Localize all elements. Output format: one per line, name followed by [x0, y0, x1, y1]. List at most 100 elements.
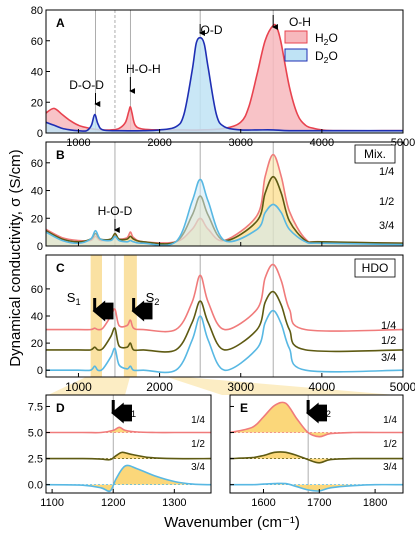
series-line-c34	[46, 309, 403, 374]
peak-label: H-O-D	[98, 204, 133, 218]
y-tick-label: 20	[31, 338, 43, 350]
y-tick-label: 0	[37, 365, 43, 377]
y-tick-label: 80	[31, 5, 43, 17]
plot-area-B	[46, 142, 403, 246]
y-tick-label: 7.5	[28, 401, 43, 413]
x-tick-label: 3000	[228, 137, 252, 149]
axes-frame	[229, 394, 404, 494]
panel-B: 0 20 40 60 B Mix. H-O-D 1/4 1/2 3/4	[31, 141, 404, 253]
panel-letter: B	[56, 148, 65, 162]
highlight-band	[123, 255, 137, 377]
panel-tag: Mix.	[354, 144, 396, 164]
y-tick-label: 60	[31, 158, 43, 170]
series-label: 1/4	[383, 415, 397, 426]
y-tick-label: 2.5	[28, 454, 43, 466]
series-line-c12	[46, 451, 211, 461]
panel-C: 0 20 40 60 C 1000 2000 3000 4000 5000 HDO S1 S2 1/4 1/…	[31, 254, 415, 394]
series-line-c12	[46, 290, 403, 353]
highlight-band	[90, 255, 102, 377]
series-label: 3/4	[383, 462, 397, 473]
series-line-c14	[46, 263, 403, 333]
x-tick-label: 1300	[162, 497, 186, 509]
series-line-c14	[46, 426, 211, 434]
series-line-c34	[46, 178, 403, 246]
x-tick-label: 1600	[251, 497, 275, 509]
x-tick-label: 2000	[146, 380, 173, 394]
series-label: 3/4	[379, 220, 394, 232]
series-label: 1/4	[381, 320, 396, 332]
peak-label: O-H	[289, 15, 311, 29]
y-tick-label: 0	[37, 241, 43, 253]
zoom-callouts	[48, 377, 395, 395]
plot-area-A	[46, 10, 403, 133]
legend-swatch	[284, 30, 308, 44]
panel-letter: C	[56, 261, 65, 275]
series-fill	[46, 154, 403, 246]
peak-label: O-D	[201, 23, 223, 37]
series-line-c12	[230, 451, 403, 464]
peak-label: H-O-H	[126, 62, 161, 76]
state-label: S1	[67, 290, 81, 307]
x-tick-label: 2000	[147, 137, 171, 149]
y-tick-label: 40	[31, 67, 43, 79]
series-label: 1/2	[383, 439, 397, 450]
axes-frame	[45, 141, 404, 247]
y-tick-label: 40	[31, 311, 43, 323]
series-label: 1/4	[191, 415, 205, 426]
y-tick-label: 20	[31, 213, 43, 225]
y-tick-label: 5.0	[28, 428, 43, 440]
y-axis-label: Dynamical conductivity, σ (S/cm)	[7, 149, 24, 366]
series-fill	[46, 465, 211, 492]
panel-letter: A	[56, 16, 65, 30]
panel-tag: HDO	[354, 258, 396, 278]
panel-tag-text: Mix.	[364, 147, 386, 161]
legend-label: H2O	[315, 31, 338, 47]
panel-tag-box	[354, 258, 396, 278]
series-fill	[230, 402, 403, 437]
x-tick-label: 3000	[227, 380, 254, 394]
y-tick-label: 40	[31, 186, 43, 198]
x-tick-label: 1800	[363, 497, 387, 509]
x-tick-label: 4000	[309, 380, 336, 394]
panel-D: 0.0 2.5 5.0 7.5 1100 1200 1300 D S1 1/4 1/2 3/4	[28, 394, 212, 509]
series-line-c34	[230, 482, 403, 492]
plot-area-D	[46, 395, 211, 493]
y-tick-label: 20	[31, 97, 43, 109]
series-label: 1/4	[379, 166, 394, 178]
x-tick-label: 5000	[390, 380, 415, 394]
series-fill	[230, 483, 403, 492]
x-tick-label: 1100	[40, 497, 64, 509]
x-tick-label: 1200	[101, 497, 125, 509]
state-label: S1	[122, 402, 136, 419]
series-fill	[46, 452, 211, 460]
y-tick-label: 60	[31, 284, 43, 296]
series-label: 1/2	[381, 335, 396, 347]
plot-area-E	[230, 395, 403, 493]
state-label: S2	[146, 290, 160, 307]
peak-label: D-O-D	[69, 78, 104, 92]
panel-tag-box	[354, 144, 396, 164]
series-line-d2o	[46, 36, 403, 132]
legend-label: D2O	[315, 49, 338, 65]
x-tick-label: 1000	[66, 137, 90, 149]
x-tick-label: 1000	[65, 380, 92, 394]
panel-E: 1600 1700 1800 E S2 1/4 1/2 3/4	[229, 394, 404, 509]
y-tick-label: 60	[31, 36, 43, 48]
x-axis-label: Wavenumber (cm⁻¹)	[164, 514, 300, 531]
axes-frame	[45, 394, 212, 494]
plot-area-C	[46, 255, 403, 377]
state-label: S2	[317, 402, 331, 419]
y-tick-label: 0	[37, 128, 43, 140]
series-fill	[230, 451, 403, 463]
x-tick-label: 1700	[307, 497, 331, 509]
series-line-c14	[46, 153, 403, 244]
series-line-c34	[46, 464, 211, 493]
y-tick-label: 0.0	[28, 480, 43, 492]
x-tick-label: 4000	[310, 137, 334, 149]
panel-letter: E	[240, 401, 248, 415]
panel-letter: D	[56, 401, 65, 415]
series-label: 1/2	[379, 196, 394, 208]
